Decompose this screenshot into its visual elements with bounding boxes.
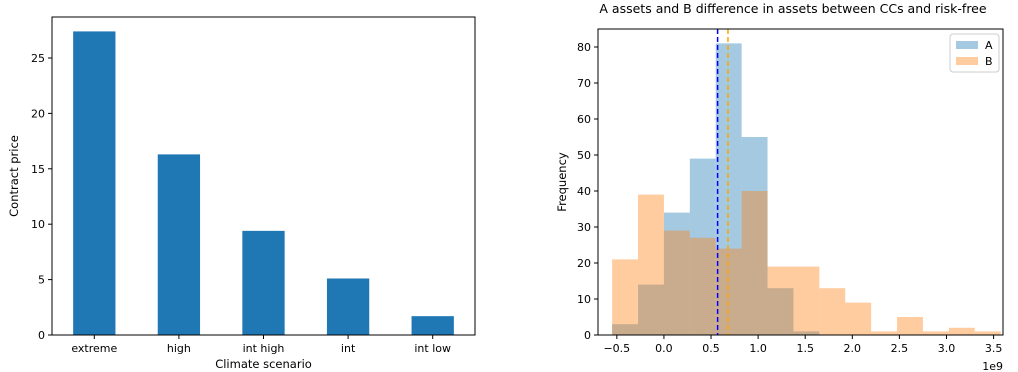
bar-chart-x-label: Climate scenario xyxy=(215,357,312,371)
histogram-bar xyxy=(948,327,975,335)
x-tick-label: int low xyxy=(414,342,451,355)
x-tick-label: int high xyxy=(243,342,285,355)
y-tick-label: 20 xyxy=(577,257,591,270)
bar-chart: 0 5 10 15 20 25 extreme high int high int int low… xyxy=(7,16,476,371)
bar xyxy=(73,31,116,336)
bar-group xyxy=(73,31,454,336)
histogram-legend: AB xyxy=(949,33,1000,73)
histogram-bar xyxy=(638,284,664,335)
legend-label: A xyxy=(985,39,993,52)
histogram-x-offset-label: 1e9 xyxy=(982,360,1003,372)
histogram-chart: A assets and B difference in assets betw… xyxy=(555,1,1004,372)
x-tick-label: extreme xyxy=(71,342,117,355)
bar-chart-x-axis: extreme high int high int int low xyxy=(71,335,451,355)
y-tick-label: 40 xyxy=(577,185,591,198)
histogram-bar xyxy=(663,230,690,335)
y-tick-label: 0 xyxy=(38,329,45,342)
y-tick-label: 0 xyxy=(584,329,591,342)
y-tick-label: 30 xyxy=(577,221,591,234)
histogram-bar xyxy=(741,137,768,335)
bar xyxy=(157,154,201,335)
histogram-bar xyxy=(612,324,639,335)
histogram-bar xyxy=(871,331,898,335)
histogram-bar xyxy=(689,237,716,335)
y-tick-label: 60 xyxy=(577,113,591,126)
x-tick-label: 0.5 xyxy=(702,342,720,355)
x-tick-label: 1.5 xyxy=(796,342,814,355)
x-tick-label: 2.5 xyxy=(891,342,909,355)
y-tick-label: 80 xyxy=(577,41,591,54)
x-tick-label: 3.5 xyxy=(985,342,1003,355)
y-tick-label: 70 xyxy=(577,77,591,90)
histogram-plot-frame xyxy=(597,28,1004,336)
bar-chart-y-label: Contract price xyxy=(7,135,21,217)
y-tick-label: 10 xyxy=(31,218,45,231)
y-tick-label: 50 xyxy=(577,149,591,162)
histogram-y-label: Frequency xyxy=(555,152,569,212)
x-tick-label: 2.0 xyxy=(844,342,862,355)
histogram-bar xyxy=(897,317,923,335)
histogram-bar xyxy=(922,331,949,335)
histogram-bar xyxy=(767,288,794,335)
legend-swatch xyxy=(956,41,978,49)
histogram-bar xyxy=(819,288,846,335)
histogram-bar xyxy=(663,212,690,335)
bar-chart-y-axis: 0 5 10 15 20 25 xyxy=(31,52,52,342)
histogram-bar xyxy=(689,158,716,335)
x-tick-label: high xyxy=(167,342,191,355)
histogram-title: A assets and B difference in assets betw… xyxy=(599,1,986,16)
histogram-bar xyxy=(612,259,639,335)
histogram-bar-group xyxy=(612,43,1001,336)
x-tick-label: 3.0 xyxy=(938,342,956,355)
histogram-bar xyxy=(974,331,1001,335)
histogram-bar xyxy=(767,266,794,335)
y-tick-label: 5 xyxy=(38,274,45,287)
mean-lines xyxy=(716,29,729,335)
histogram-bar xyxy=(793,266,820,335)
y-tick-label: 15 xyxy=(31,163,45,176)
bar xyxy=(411,316,454,335)
x-tick-label: 0.0 xyxy=(655,342,673,355)
y-tick-label: 25 xyxy=(31,52,45,65)
histogram-bar xyxy=(793,331,820,335)
histogram-bar xyxy=(741,191,768,335)
y-tick-label: 10 xyxy=(577,293,591,306)
y-tick-label: 20 xyxy=(31,107,45,120)
x-tick-label: −0.5 xyxy=(603,342,630,355)
histogram-y-axis: 0 10 20 30 40 50 60 70 80 xyxy=(577,41,598,342)
legend-label: B xyxy=(985,55,993,68)
legend-box xyxy=(949,33,1000,73)
histogram-bar xyxy=(638,194,664,335)
x-tick-label: 1.0 xyxy=(749,342,767,355)
legend-swatch xyxy=(956,57,978,65)
x-tick-label: int xyxy=(341,342,356,355)
bar xyxy=(326,278,370,335)
histogram-x-axis: −0.5 0.0 0.5 1.0 1.5 2.0 2.5 3.0 3.5 xyxy=(603,335,1002,355)
histogram-bar xyxy=(845,302,872,335)
bar xyxy=(242,230,285,335)
